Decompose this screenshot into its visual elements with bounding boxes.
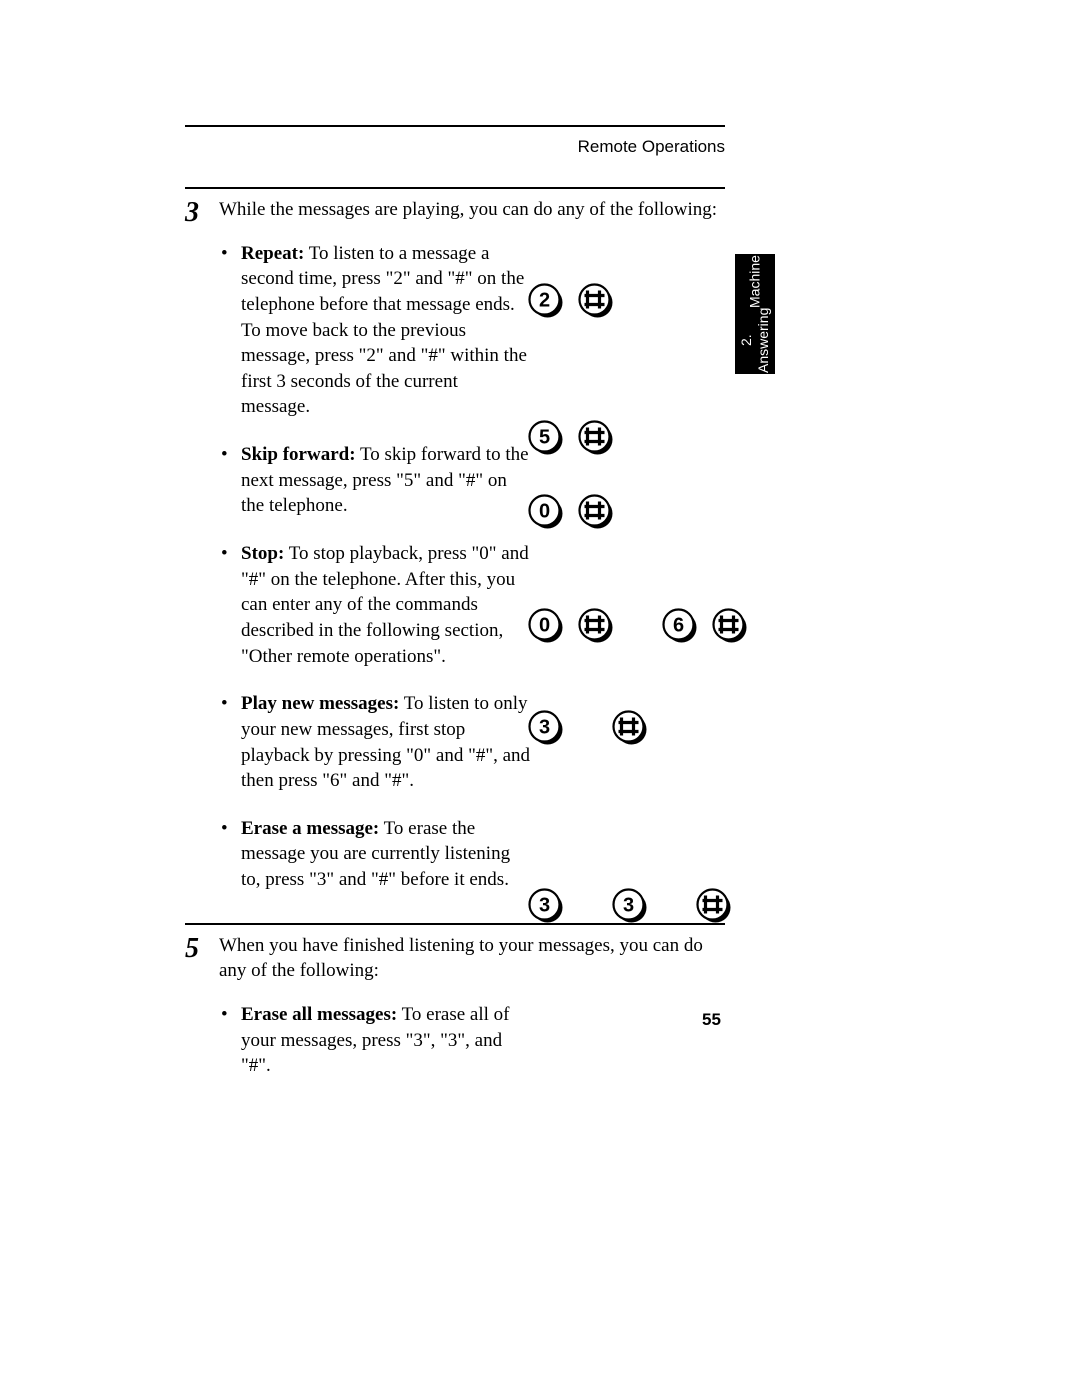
step-number-5: 5 xyxy=(185,933,219,1101)
key-6-icon: 6 xyxy=(662,608,698,644)
svg-text:0: 0 xyxy=(539,501,550,523)
key-0-icon: 0 xyxy=(528,608,564,644)
key-hash-icon xyxy=(578,494,614,530)
svg-text:0: 0 xyxy=(539,615,550,637)
step-number-3: 3 xyxy=(185,197,219,915)
step-3-bullets: Repeat: To listen to a message a second … xyxy=(219,241,725,893)
key-row: 5 xyxy=(528,420,614,456)
rule xyxy=(185,187,725,189)
key-row: 2 xyxy=(528,283,614,319)
header-label: Remote Operations xyxy=(185,137,725,157)
key-hash-icon xyxy=(578,608,614,644)
key-hash-icon xyxy=(696,888,732,924)
key-3-icon: 3 xyxy=(612,888,648,924)
svg-text:3: 3 xyxy=(623,895,634,917)
side-tab-line1: 2. Answering xyxy=(738,308,772,373)
key-row: 0 6 xyxy=(528,608,748,644)
key-row: 0 xyxy=(528,494,614,530)
step-5-intro: When you have finished listening to your… xyxy=(219,935,703,982)
step-3: 3 While the messages are playing, you ca… xyxy=(185,197,725,915)
key-hash-icon xyxy=(712,608,748,644)
step-5: 5 When you have finished listening to yo… xyxy=(185,933,725,1101)
step-5-body: When you have finished listening to your… xyxy=(219,933,725,1101)
svg-text:6: 6 xyxy=(673,615,684,637)
key-row: 3 3 xyxy=(528,888,732,924)
top-rule xyxy=(185,125,725,127)
key-hash-icon xyxy=(612,710,648,746)
side-tab: 2. Answering Machine xyxy=(735,254,775,374)
step-3-intro: While the messages are playing, you can … xyxy=(219,199,717,220)
step-3-section: 3 While the messages are playing, you ca… xyxy=(185,187,725,915)
key-hash-icon xyxy=(578,283,614,319)
key-0-icon: 0 xyxy=(528,494,564,530)
bullet-stop: Stop: To stop playback, press "0" and "#… xyxy=(219,541,531,669)
step-3-body: While the messages are playing, you can … xyxy=(219,197,725,915)
bullet-erase: Erase a message: To erase the message yo… xyxy=(219,816,531,893)
page-number: 55 xyxy=(702,1010,721,1030)
key-2-icon: 2 xyxy=(528,283,564,319)
key-hash-icon xyxy=(578,420,614,456)
key-5-icon: 5 xyxy=(528,420,564,456)
bullet-erase-all: Erase all messages: To erase all of your… xyxy=(219,1002,531,1079)
key-3-icon: 3 xyxy=(528,888,564,924)
svg-text:3: 3 xyxy=(539,717,550,739)
bullet-repeat: Repeat: To listen to a message a second … xyxy=(219,241,531,420)
step-5-bullets: Erase all messages: To erase all of your… xyxy=(219,1002,725,1079)
bullet-skip: Skip forward: To skip forward to the nex… xyxy=(219,442,531,519)
svg-text:5: 5 xyxy=(539,427,550,449)
bullet-play-new: Play new messages: To listen to only you… xyxy=(219,691,531,794)
key-3-icon: 3 xyxy=(528,710,564,746)
step-5-section: 5 When you have finished listening to yo… xyxy=(185,923,725,1101)
svg-text:3: 3 xyxy=(539,895,550,917)
side-tab-line2: Machine xyxy=(747,255,764,308)
key-row: 3 xyxy=(528,710,648,746)
svg-text:2: 2 xyxy=(539,290,550,312)
